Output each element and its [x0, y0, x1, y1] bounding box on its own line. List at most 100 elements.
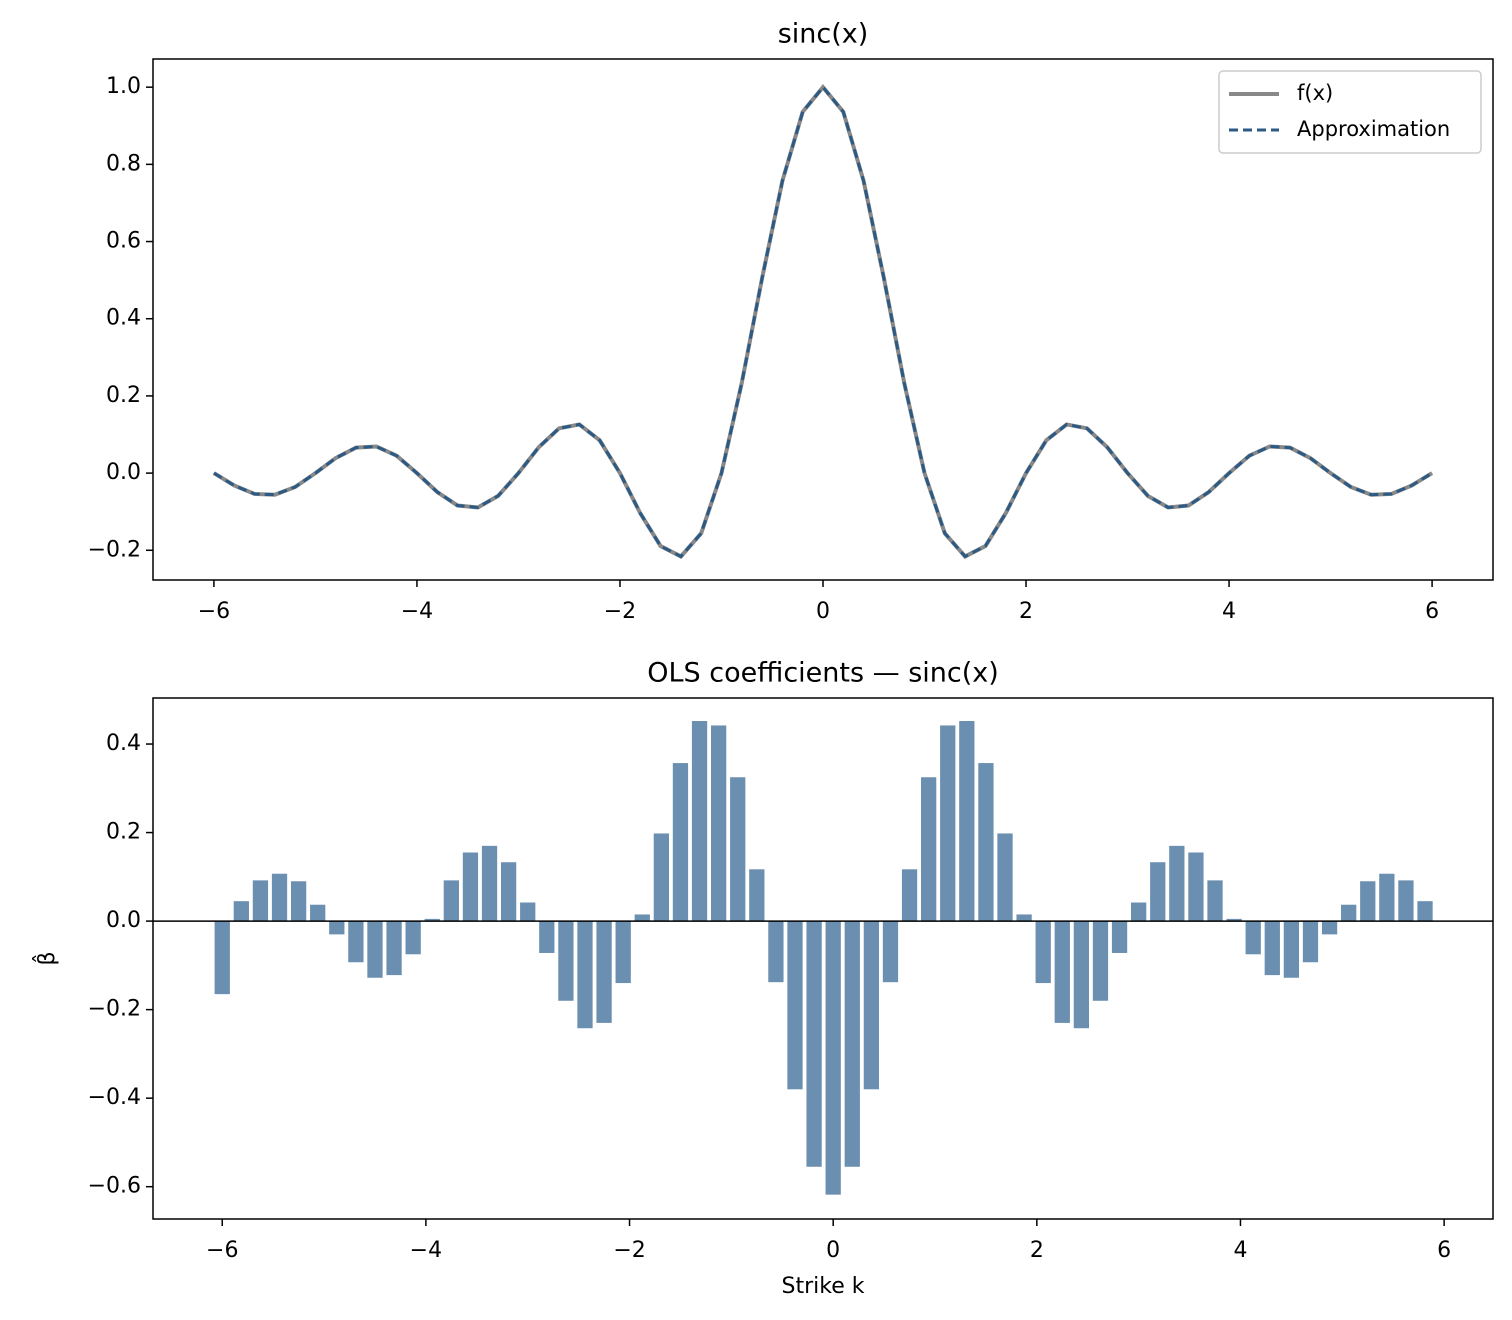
- bar: [539, 921, 555, 953]
- bar: [672, 763, 689, 922]
- y-tick-label: 0.8: [106, 151, 141, 176]
- line-series: [213, 84, 1433, 559]
- x-axis-label: Strike k: [782, 1274, 865, 1299]
- bar: [1035, 921, 1051, 984]
- bar: [730, 777, 746, 922]
- y-tick-label: 0.6: [106, 229, 141, 254]
- bar: [1398, 880, 1414, 922]
- bar: [1264, 921, 1280, 976]
- bar: [806, 921, 822, 1167]
- bar: [653, 833, 669, 922]
- y-tick-label: 0.2: [106, 820, 141, 845]
- legend-label: f(x): [1297, 81, 1333, 105]
- bar: [1016, 914, 1032, 922]
- bar: [1073, 921, 1090, 1029]
- x-tick-label: 0: [816, 599, 830, 624]
- y-tick-label: −0.4: [88, 1085, 141, 1110]
- bar: [424, 918, 440, 922]
- bar: [978, 763, 994, 922]
- bar: [940, 725, 956, 922]
- bar: [329, 921, 345, 935]
- bar: [1245, 921, 1261, 955]
- bar: [921, 777, 937, 922]
- x-tick-label: 6: [1425, 599, 1439, 624]
- bar: [1283, 921, 1300, 978]
- legend-box: [1218, 70, 1482, 154]
- bar: [882, 921, 899, 983]
- x-tick-label: −4: [401, 599, 433, 624]
- bar: [310, 904, 326, 922]
- bar: [615, 921, 631, 984]
- bar: [290, 881, 307, 922]
- y-tick-label: 0.4: [106, 306, 141, 331]
- bar: [1302, 921, 1319, 963]
- bar: [959, 721, 975, 922]
- x-tick-label: 4: [1233, 1238, 1247, 1263]
- bar: [768, 921, 784, 983]
- bar: [214, 921, 230, 995]
- y-tick-label: 0.0: [106, 460, 141, 485]
- bar: [1054, 921, 1070, 1023]
- bar: [596, 921, 612, 1023]
- x-tick-label: 6: [1437, 1238, 1451, 1263]
- bar: [997, 833, 1013, 922]
- bar: [1321, 921, 1338, 935]
- bar: [844, 921, 860, 1167]
- bar: [1341, 904, 1357, 922]
- bar: [558, 921, 574, 1001]
- x-tick-label: 4: [1222, 599, 1236, 624]
- x-tick-label: −2: [604, 599, 636, 624]
- legend-label: Approximation: [1297, 117, 1450, 141]
- bar: [901, 869, 918, 922]
- bar: [1360, 881, 1376, 922]
- bar: [749, 869, 765, 922]
- y-tick-label: −0.2: [88, 537, 141, 562]
- bar: [1188, 852, 1204, 922]
- line-series: [212, 84, 1434, 559]
- bar: [1111, 921, 1128, 953]
- bar: [348, 921, 364, 963]
- y-tick-label: 0.2: [106, 383, 141, 408]
- x-tick-label: −6: [206, 1238, 238, 1263]
- bar: [252, 880, 269, 922]
- bar: [1169, 845, 1185, 922]
- bar: [233, 901, 249, 922]
- y-axis-label: β̂: [33, 951, 60, 965]
- bar: [1131, 902, 1147, 922]
- bar: [367, 921, 383, 978]
- bar: [710, 725, 727, 922]
- bar: [386, 921, 402, 976]
- axes-frame: [152, 697, 1494, 1220]
- y-tick-label: 0.4: [106, 731, 141, 756]
- y-tick-label: −0.2: [88, 997, 141, 1022]
- bar: [1207, 880, 1223, 922]
- bar: [481, 845, 498, 922]
- bar: [634, 914, 650, 922]
- chart-title: sinc(x): [778, 19, 869, 50]
- bar: [691, 721, 708, 922]
- bar: [405, 921, 421, 955]
- bar: [271, 873, 288, 922]
- x-tick-label: 2: [1030, 1238, 1044, 1263]
- axes-frame: [152, 58, 1494, 581]
- bar: [577, 921, 593, 1029]
- bar: [1150, 862, 1166, 922]
- bar: [825, 921, 841, 1195]
- x-tick-label: 2: [1019, 599, 1033, 624]
- y-tick-label: −0.6: [88, 1174, 141, 1199]
- bar: [500, 862, 517, 922]
- bar: [1417, 901, 1433, 922]
- bar: [787, 921, 803, 1090]
- y-tick-label: 1.0: [106, 74, 141, 99]
- bar: [863, 921, 880, 1090]
- x-tick-label: 0: [826, 1238, 840, 1263]
- y-tick-label: 0.0: [106, 908, 141, 933]
- x-tick-label: −4: [410, 1238, 442, 1263]
- chart-title: OLS coefficients — sinc(x): [647, 658, 999, 689]
- x-tick-label: −6: [198, 599, 230, 624]
- bar: [1379, 873, 1395, 922]
- bar: [1226, 918, 1242, 922]
- bar: [1092, 921, 1109, 1001]
- bar: [443, 880, 459, 922]
